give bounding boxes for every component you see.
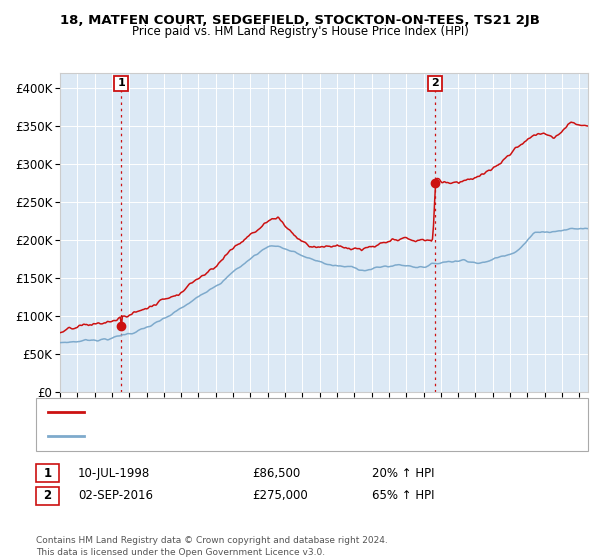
Text: 02-SEP-2016: 02-SEP-2016 (78, 489, 153, 502)
Text: Contains HM Land Registry data © Crown copyright and database right 2024.
This d: Contains HM Land Registry data © Crown c… (36, 536, 388, 557)
Text: 20% ↑ HPI: 20% ↑ HPI (372, 466, 434, 480)
Text: 2: 2 (431, 78, 439, 88)
Text: 1: 1 (43, 466, 52, 480)
Text: 18, MATFEN COURT, SEDGEFIELD, STOCKTON-ON-TEES, TS21 2JB: 18, MATFEN COURT, SEDGEFIELD, STOCKTON-O… (60, 14, 540, 27)
Text: 1: 1 (117, 78, 125, 88)
Text: 10-JUL-1998: 10-JUL-1998 (78, 466, 150, 480)
Text: 18, MATFEN COURT, SEDGEFIELD, STOCKTON-ON-TEES, TS21 2JB (detached house): 18, MATFEN COURT, SEDGEFIELD, STOCKTON-O… (93, 408, 524, 418)
Text: HPI: Average price, detached house, County Durham: HPI: Average price, detached house, Coun… (93, 431, 368, 441)
Text: Price paid vs. HM Land Registry's House Price Index (HPI): Price paid vs. HM Land Registry's House … (131, 25, 469, 38)
Text: 65% ↑ HPI: 65% ↑ HPI (372, 489, 434, 502)
Text: 2: 2 (43, 489, 52, 502)
Text: £86,500: £86,500 (252, 466, 300, 480)
Text: £275,000: £275,000 (252, 489, 308, 502)
